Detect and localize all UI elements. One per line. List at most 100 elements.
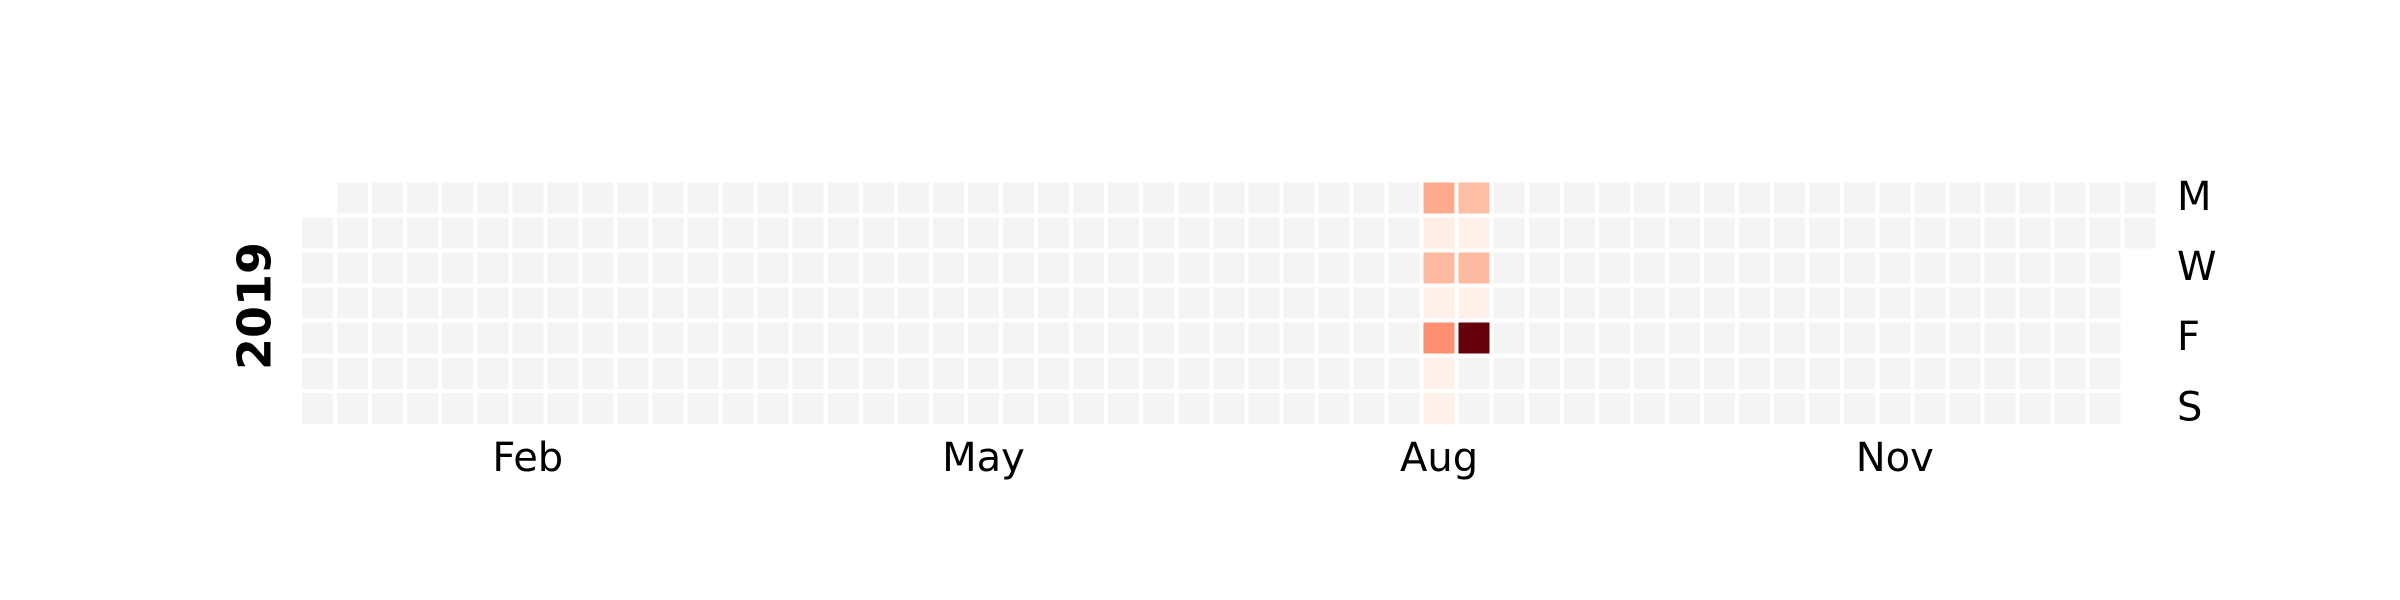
day-cell <box>967 287 999 319</box>
day-cell <box>687 182 719 214</box>
day-cell <box>1493 252 1525 284</box>
day-cell <box>1809 252 1841 284</box>
day-cell <box>1458 217 1490 249</box>
day-cell <box>897 287 929 319</box>
day-cell <box>1774 252 1806 284</box>
day-cell <box>407 252 439 284</box>
day-cell <box>757 287 789 319</box>
day-cell <box>932 217 964 249</box>
day-cell <box>687 322 719 354</box>
day-cell <box>1003 217 1034 249</box>
day-cell <box>1213 392 1245 424</box>
day-cell <box>827 392 859 424</box>
day-cell <box>1143 217 1175 249</box>
day-cell <box>1213 287 1245 319</box>
day-cell <box>1423 252 1455 284</box>
day-cell <box>407 217 439 249</box>
day-cell <box>1423 182 1455 214</box>
day-cell <box>1283 252 1315 284</box>
weekday-label-m: M <box>2177 174 2212 220</box>
day-cell <box>792 182 824 214</box>
day-cell <box>302 322 333 354</box>
day-cell <box>1984 182 2016 214</box>
day-cell <box>302 217 333 249</box>
day-cell <box>2054 182 2086 214</box>
day-cell <box>792 322 824 354</box>
day-cell <box>1073 392 1105 424</box>
day-cell <box>862 252 894 284</box>
day-cell <box>687 287 719 319</box>
day-cell <box>722 322 754 354</box>
day-cell <box>827 287 859 319</box>
day-cell <box>512 322 544 354</box>
day-cell <box>1528 287 1560 319</box>
day-cell <box>1809 322 1841 354</box>
day-cell <box>1143 322 1175 354</box>
day-cell <box>617 322 649 354</box>
day-cell <box>1563 287 1595 319</box>
day-cell <box>1598 322 1630 354</box>
day-cell <box>547 357 579 389</box>
day-cell <box>1528 392 1560 424</box>
day-cell <box>1774 392 1806 424</box>
day-cell <box>722 392 754 424</box>
day-cell <box>897 357 929 389</box>
day-cell <box>1633 182 1665 214</box>
day-cell <box>617 287 649 319</box>
day-cell <box>2054 392 2086 424</box>
day-cell <box>1879 217 1911 249</box>
day-cell <box>1704 287 1735 319</box>
day-cell <box>407 357 439 389</box>
day-cell <box>547 287 579 319</box>
day-cell <box>1598 392 1630 424</box>
day-cell <box>1528 252 1560 284</box>
day-cell <box>1949 322 1981 354</box>
day-cell <box>652 392 684 424</box>
day-cell <box>1073 322 1105 354</box>
day-cell <box>1668 322 1700 354</box>
day-cell <box>1318 322 1350 354</box>
day-cell <box>1458 182 1490 214</box>
day-cell <box>337 357 369 389</box>
day-cell <box>1283 287 1315 319</box>
day-cell <box>477 182 509 214</box>
day-cell <box>967 182 999 214</box>
day-cell <box>1003 182 1034 214</box>
day-cell <box>1143 287 1175 319</box>
day-cell <box>967 322 999 354</box>
day-cell <box>1388 322 1420 354</box>
day-cell <box>1318 392 1350 424</box>
day-cell <box>2019 357 2051 389</box>
day-cell <box>1633 252 1665 284</box>
day-cell <box>2019 252 2051 284</box>
day-cell <box>1668 252 1700 284</box>
weekday-label-s: S <box>2177 384 2202 430</box>
day-cell <box>1353 287 1385 319</box>
day-cell <box>2019 322 2051 354</box>
day-cell <box>547 182 579 214</box>
day-cell <box>1879 322 1911 354</box>
day-cell <box>1563 252 1595 284</box>
day-cell <box>862 322 894 354</box>
day-cell <box>1563 182 1595 214</box>
day-cell <box>932 322 964 354</box>
day-cell <box>2019 217 2051 249</box>
day-cell <box>2124 182 2156 214</box>
day-cell <box>2124 217 2156 249</box>
day-cell <box>1668 392 1700 424</box>
day-cell <box>1458 252 1490 284</box>
day-cell <box>372 357 404 389</box>
day-cell <box>337 182 369 214</box>
day-cell <box>1248 322 1280 354</box>
day-cell <box>1178 357 1210 389</box>
day-cell <box>1528 322 1560 354</box>
day-cell <box>442 217 474 249</box>
month-label-nov: Nov <box>1856 435 1934 481</box>
day-cell <box>1739 217 1771 249</box>
day-cell <box>1003 357 1034 389</box>
day-cell <box>1844 182 1876 214</box>
day-cell <box>582 357 614 389</box>
day-cell <box>932 392 964 424</box>
day-cell <box>1949 357 1981 389</box>
